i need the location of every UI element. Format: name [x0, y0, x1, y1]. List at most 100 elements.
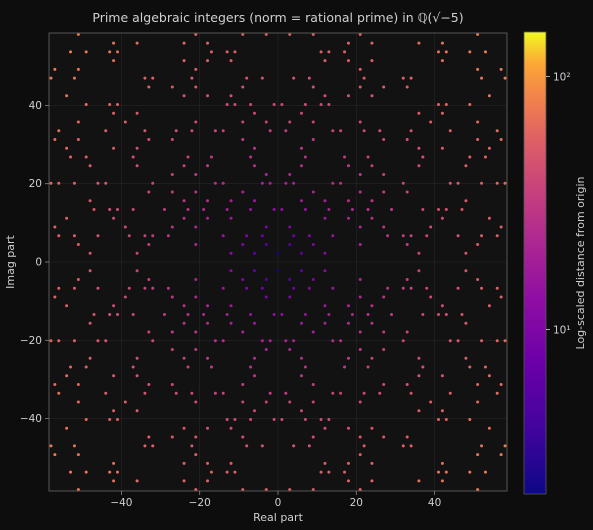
prime-point [76, 120, 80, 124]
x-tick-label: −40 [110, 497, 132, 509]
prime-point [464, 321, 468, 325]
prime-point [444, 470, 448, 474]
prime-point [468, 50, 472, 54]
prime-point [194, 172, 198, 176]
prime-point [112, 304, 116, 308]
prime-point [170, 190, 174, 194]
prime-point [229, 216, 233, 220]
prime-point [346, 479, 350, 483]
prime-point [221, 391, 225, 395]
prime-point [358, 172, 362, 176]
prime-point [264, 225, 268, 229]
prime-point [245, 286, 249, 290]
prime-point [444, 418, 448, 422]
prime-point [417, 41, 421, 45]
prime-point [249, 418, 253, 422]
prime-point [487, 146, 491, 150]
prime-point [213, 181, 217, 185]
prime-point [112, 479, 116, 483]
prime-point [225, 418, 229, 422]
prime-point [225, 50, 229, 54]
prime-point [249, 207, 253, 211]
prime-point [280, 418, 284, 422]
prime-point [280, 207, 284, 211]
prime-point [323, 426, 327, 430]
prime-point [221, 129, 225, 133]
prime-point [147, 85, 151, 89]
prime-point [499, 67, 503, 71]
prime-point [303, 365, 307, 369]
prime-point [241, 383, 245, 387]
prime-point [76, 453, 80, 457]
prime-point [268, 181, 272, 185]
prime-point [292, 444, 296, 448]
prime-point [448, 339, 452, 343]
prime-point [284, 129, 288, 133]
prime-point [88, 269, 92, 273]
prime-point [260, 181, 264, 185]
prime-point [206, 41, 210, 45]
prime-point [96, 286, 100, 290]
prime-point [366, 365, 370, 369]
prime-point [221, 286, 225, 290]
prime-point [49, 76, 53, 80]
prime-point [206, 94, 210, 98]
prime-point [69, 365, 73, 369]
prime-point [131, 155, 135, 159]
prime-point [437, 470, 440, 474]
prime-point [362, 129, 366, 133]
prime-point [288, 172, 292, 176]
prime-point [476, 400, 480, 404]
prime-point [147, 383, 151, 387]
colorbar-tick-label: 10¹ [553, 324, 571, 336]
prime-point [382, 330, 386, 334]
prime-point [292, 234, 296, 238]
prime-point [464, 199, 468, 203]
prime-point [253, 199, 257, 203]
prime-point [147, 330, 151, 334]
prime-point [311, 330, 315, 334]
prime-point [206, 479, 210, 483]
prime-point [276, 251, 280, 255]
prime-point [206, 304, 210, 308]
prime-point [213, 391, 217, 395]
prime-point [370, 164, 374, 168]
prime-point [182, 94, 186, 98]
prime-point [401, 76, 405, 80]
prime-point [84, 418, 88, 422]
prime-point [311, 488, 315, 492]
prime-point [112, 146, 116, 150]
prime-point [143, 76, 147, 80]
prime-point [288, 348, 292, 352]
prime-point [53, 67, 57, 71]
prime-point [135, 374, 139, 378]
prime-point [72, 286, 76, 290]
prime-point [409, 444, 413, 448]
prime-point [84, 470, 88, 474]
prime-point [323, 251, 327, 255]
prime-point [409, 129, 413, 133]
prime-point [327, 102, 331, 106]
prime-point [241, 137, 245, 141]
prime-point [170, 330, 174, 334]
prime-point [76, 488, 80, 492]
prime-point [346, 41, 350, 45]
prime-point [386, 286, 390, 290]
prime-point [174, 391, 178, 395]
prime-point [487, 216, 491, 220]
prime-point [358, 67, 362, 71]
prime-point [358, 278, 362, 282]
prime-point [425, 286, 429, 290]
y-tick-label: −20 [20, 335, 42, 347]
prime-point [84, 102, 88, 106]
prime-point [323, 216, 327, 220]
prime-point [264, 120, 268, 124]
prime-point [147, 190, 151, 194]
prime-point [174, 129, 178, 133]
prime-point [468, 155, 472, 159]
prime-point [245, 234, 249, 238]
prime-point [88, 164, 92, 168]
prime-point [487, 94, 491, 98]
prime-point [429, 120, 433, 124]
